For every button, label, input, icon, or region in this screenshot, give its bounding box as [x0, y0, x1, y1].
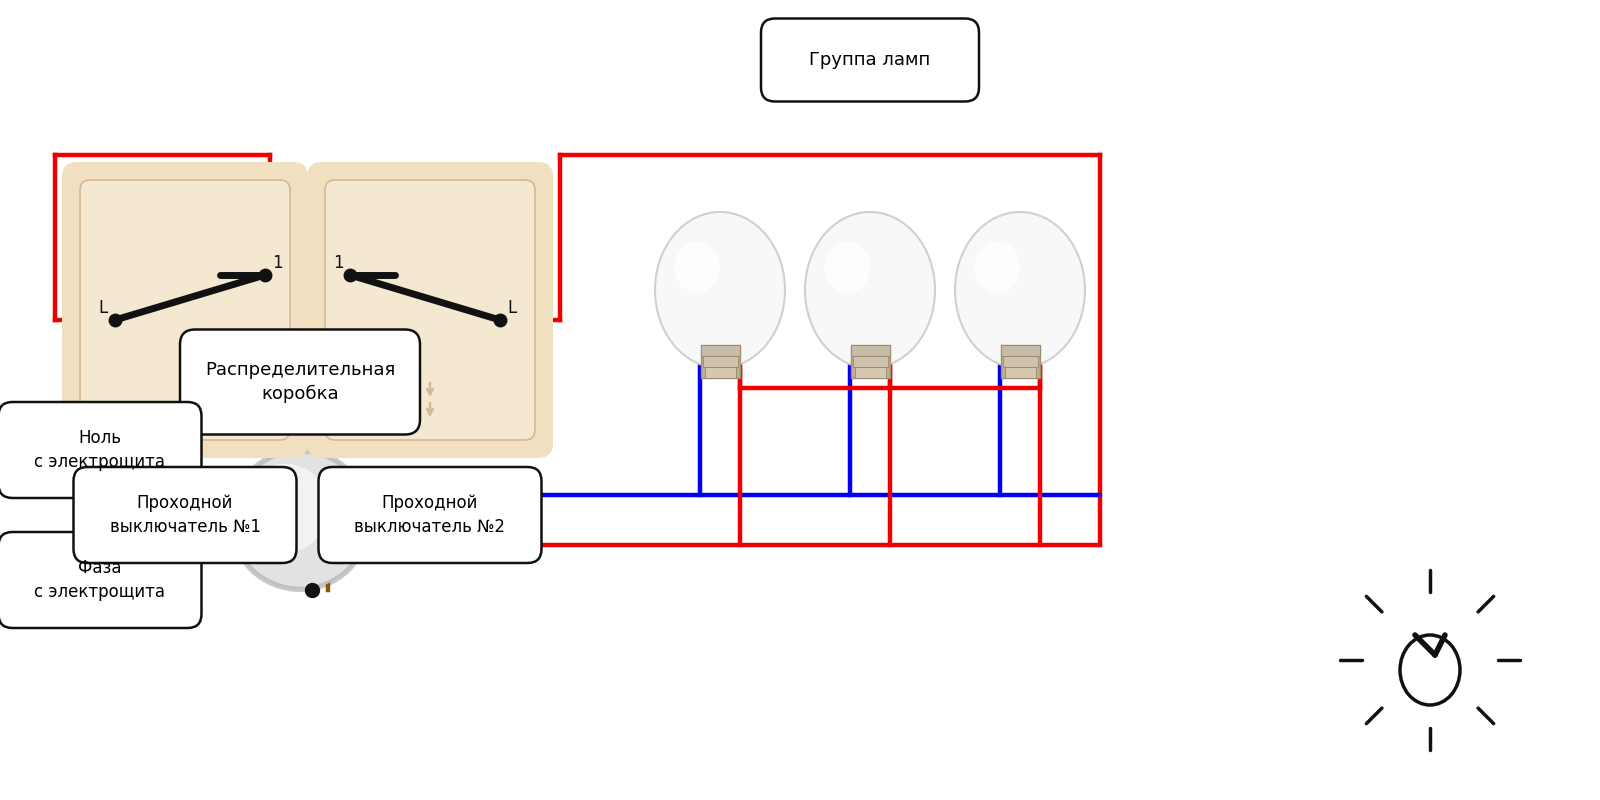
FancyBboxPatch shape	[854, 367, 885, 378]
Circle shape	[242, 464, 330, 552]
FancyBboxPatch shape	[702, 356, 738, 367]
Text: 2: 2	[333, 348, 344, 366]
Ellipse shape	[974, 242, 1021, 294]
FancyBboxPatch shape	[318, 467, 541, 563]
Ellipse shape	[955, 212, 1085, 368]
FancyBboxPatch shape	[62, 162, 307, 458]
FancyBboxPatch shape	[701, 346, 739, 356]
Ellipse shape	[654, 212, 786, 368]
Text: 1: 1	[272, 254, 282, 272]
Text: Проходной
выключатель №1: Проходной выключатель №1	[109, 494, 261, 536]
FancyBboxPatch shape	[0, 402, 202, 498]
FancyBboxPatch shape	[853, 356, 888, 367]
FancyBboxPatch shape	[74, 467, 296, 563]
Text: 2: 2	[272, 348, 282, 366]
FancyBboxPatch shape	[1000, 346, 1040, 378]
FancyBboxPatch shape	[851, 346, 890, 378]
FancyBboxPatch shape	[1005, 367, 1035, 378]
Ellipse shape	[675, 242, 720, 294]
FancyBboxPatch shape	[80, 180, 290, 440]
Text: L: L	[507, 299, 517, 317]
Text: Группа ламп: Группа ламп	[810, 51, 931, 69]
FancyBboxPatch shape	[325, 180, 534, 440]
FancyBboxPatch shape	[1000, 346, 1040, 356]
Ellipse shape	[824, 242, 870, 294]
Ellipse shape	[805, 212, 934, 368]
FancyBboxPatch shape	[1003, 356, 1037, 367]
FancyBboxPatch shape	[851, 346, 890, 356]
FancyBboxPatch shape	[179, 330, 419, 434]
FancyBboxPatch shape	[307, 162, 554, 458]
FancyBboxPatch shape	[0, 532, 202, 628]
Text: 1: 1	[333, 254, 344, 272]
Text: Распределительная
коробка: Распределительная коробка	[205, 361, 395, 403]
FancyBboxPatch shape	[701, 346, 739, 378]
FancyBboxPatch shape	[762, 18, 979, 102]
Text: Ноль
с электрощита: Ноль с электрощита	[35, 429, 165, 470]
Circle shape	[229, 448, 371, 592]
Text: Проходной
выключатель №2: Проходной выключатель №2	[355, 494, 506, 536]
Circle shape	[232, 452, 368, 588]
Text: L: L	[98, 299, 107, 317]
FancyBboxPatch shape	[704, 367, 736, 378]
Text: Фаза
с электрощита: Фаза с электрощита	[35, 559, 165, 601]
